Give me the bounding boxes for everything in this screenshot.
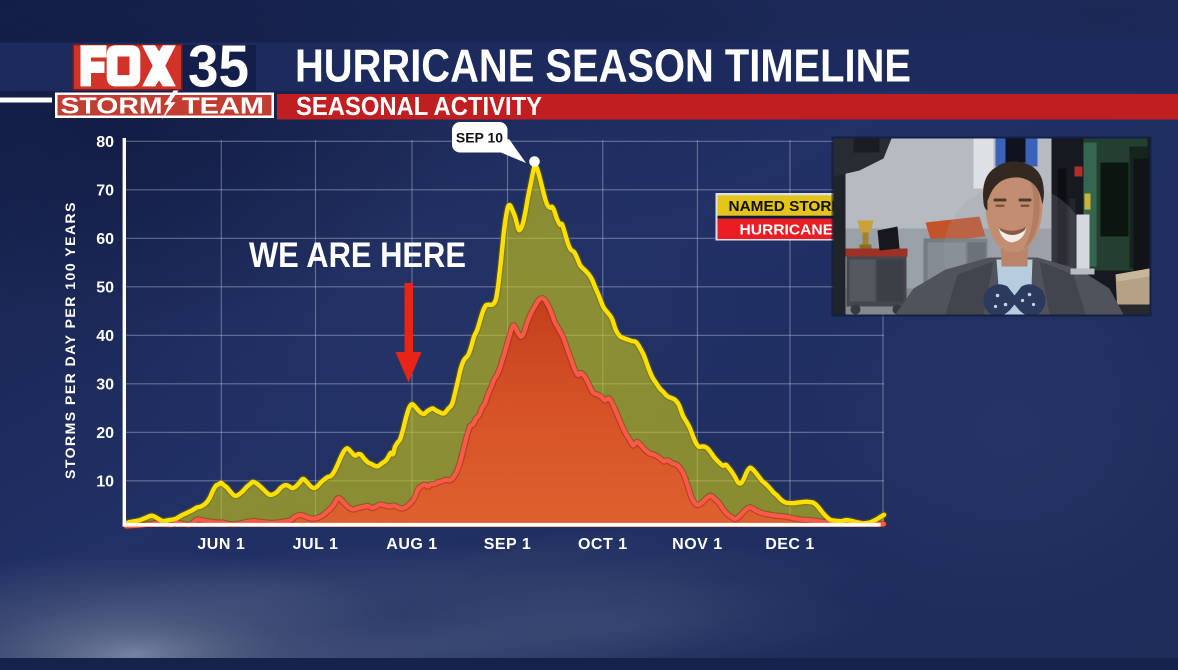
- svg-text:OCT 1: OCT 1: [578, 536, 628, 553]
- svg-text:HURRICANE SEASON TIMELINE: HURRICANE SEASON TIMELINE: [295, 40, 911, 92]
- svg-text:JUL 1: JUL 1: [293, 536, 339, 553]
- svg-text:WE ARE HERE: WE ARE HERE: [249, 236, 466, 275]
- svg-text:60: 60: [96, 231, 114, 248]
- svg-text:30: 30: [96, 376, 114, 393]
- svg-text:35: 35: [188, 34, 249, 100]
- svg-text:JUN 1: JUN 1: [197, 536, 245, 553]
- svg-text:HURRICANES: HURRICANES: [740, 222, 844, 238]
- svg-text:50: 50: [96, 279, 114, 296]
- svg-text:20: 20: [96, 425, 114, 442]
- svg-text:40: 40: [96, 328, 114, 345]
- svg-text:DEC 1: DEC 1: [765, 536, 815, 553]
- svg-text:80: 80: [96, 134, 114, 151]
- svg-text:STORMS PER DAY PER 100 YEARS: STORMS PER DAY PER 100 YEARS: [62, 201, 78, 479]
- svg-text:NAMED STORMS: NAMED STORMS: [729, 199, 855, 215]
- svg-text:10: 10: [96, 473, 114, 490]
- svg-text:NOV 1: NOV 1: [672, 536, 723, 553]
- svg-text:AUG 1: AUG 1: [386, 536, 437, 553]
- svg-text:SEP 10: SEP 10: [456, 130, 503, 146]
- svg-text:STORM: STORM: [61, 93, 163, 119]
- svg-text:70: 70: [96, 182, 114, 199]
- svg-text:TEAM: TEAM: [182, 93, 264, 119]
- svg-text:SEP 1: SEP 1: [484, 536, 532, 553]
- svg-text:SEASONAL ACTIVITY: SEASONAL ACTIVITY: [296, 91, 542, 121]
